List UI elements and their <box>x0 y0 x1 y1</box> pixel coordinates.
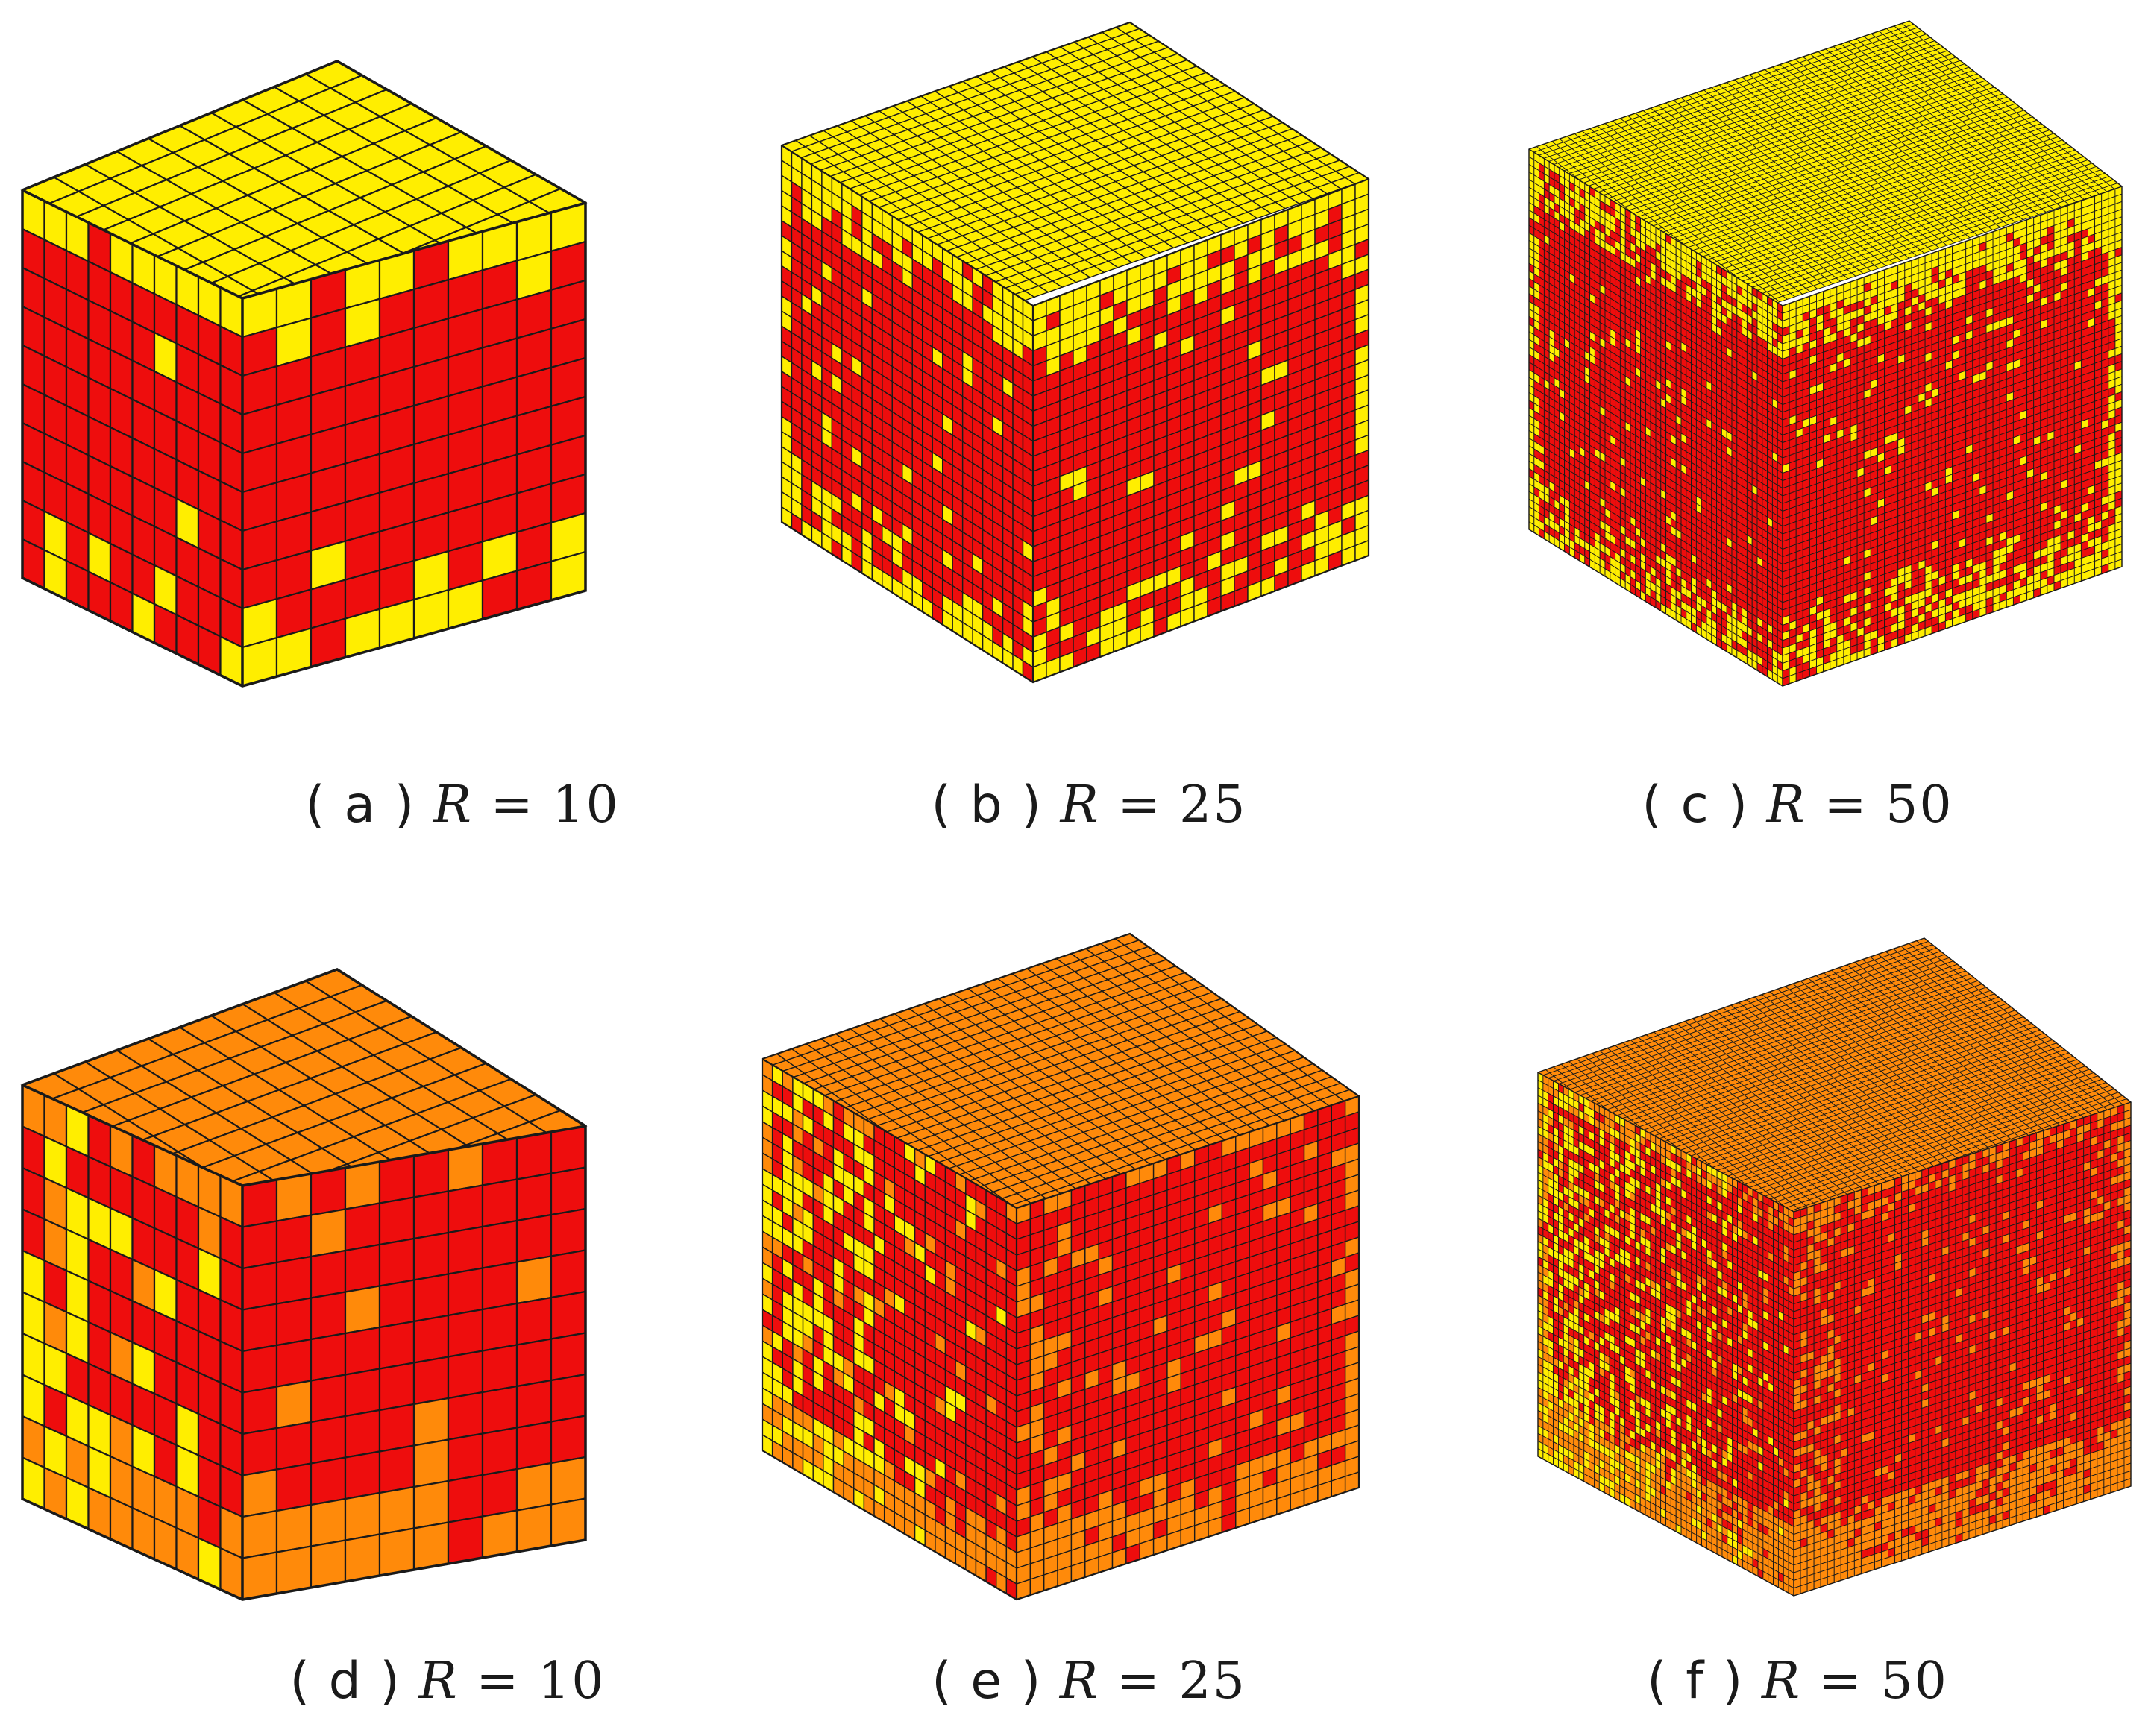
cube-b <box>780 21 1370 684</box>
cube-a-outline <box>21 60 587 688</box>
cube-a-edges <box>22 189 586 686</box>
cube-a <box>20 60 588 688</box>
cube-c <box>1528 20 2123 687</box>
